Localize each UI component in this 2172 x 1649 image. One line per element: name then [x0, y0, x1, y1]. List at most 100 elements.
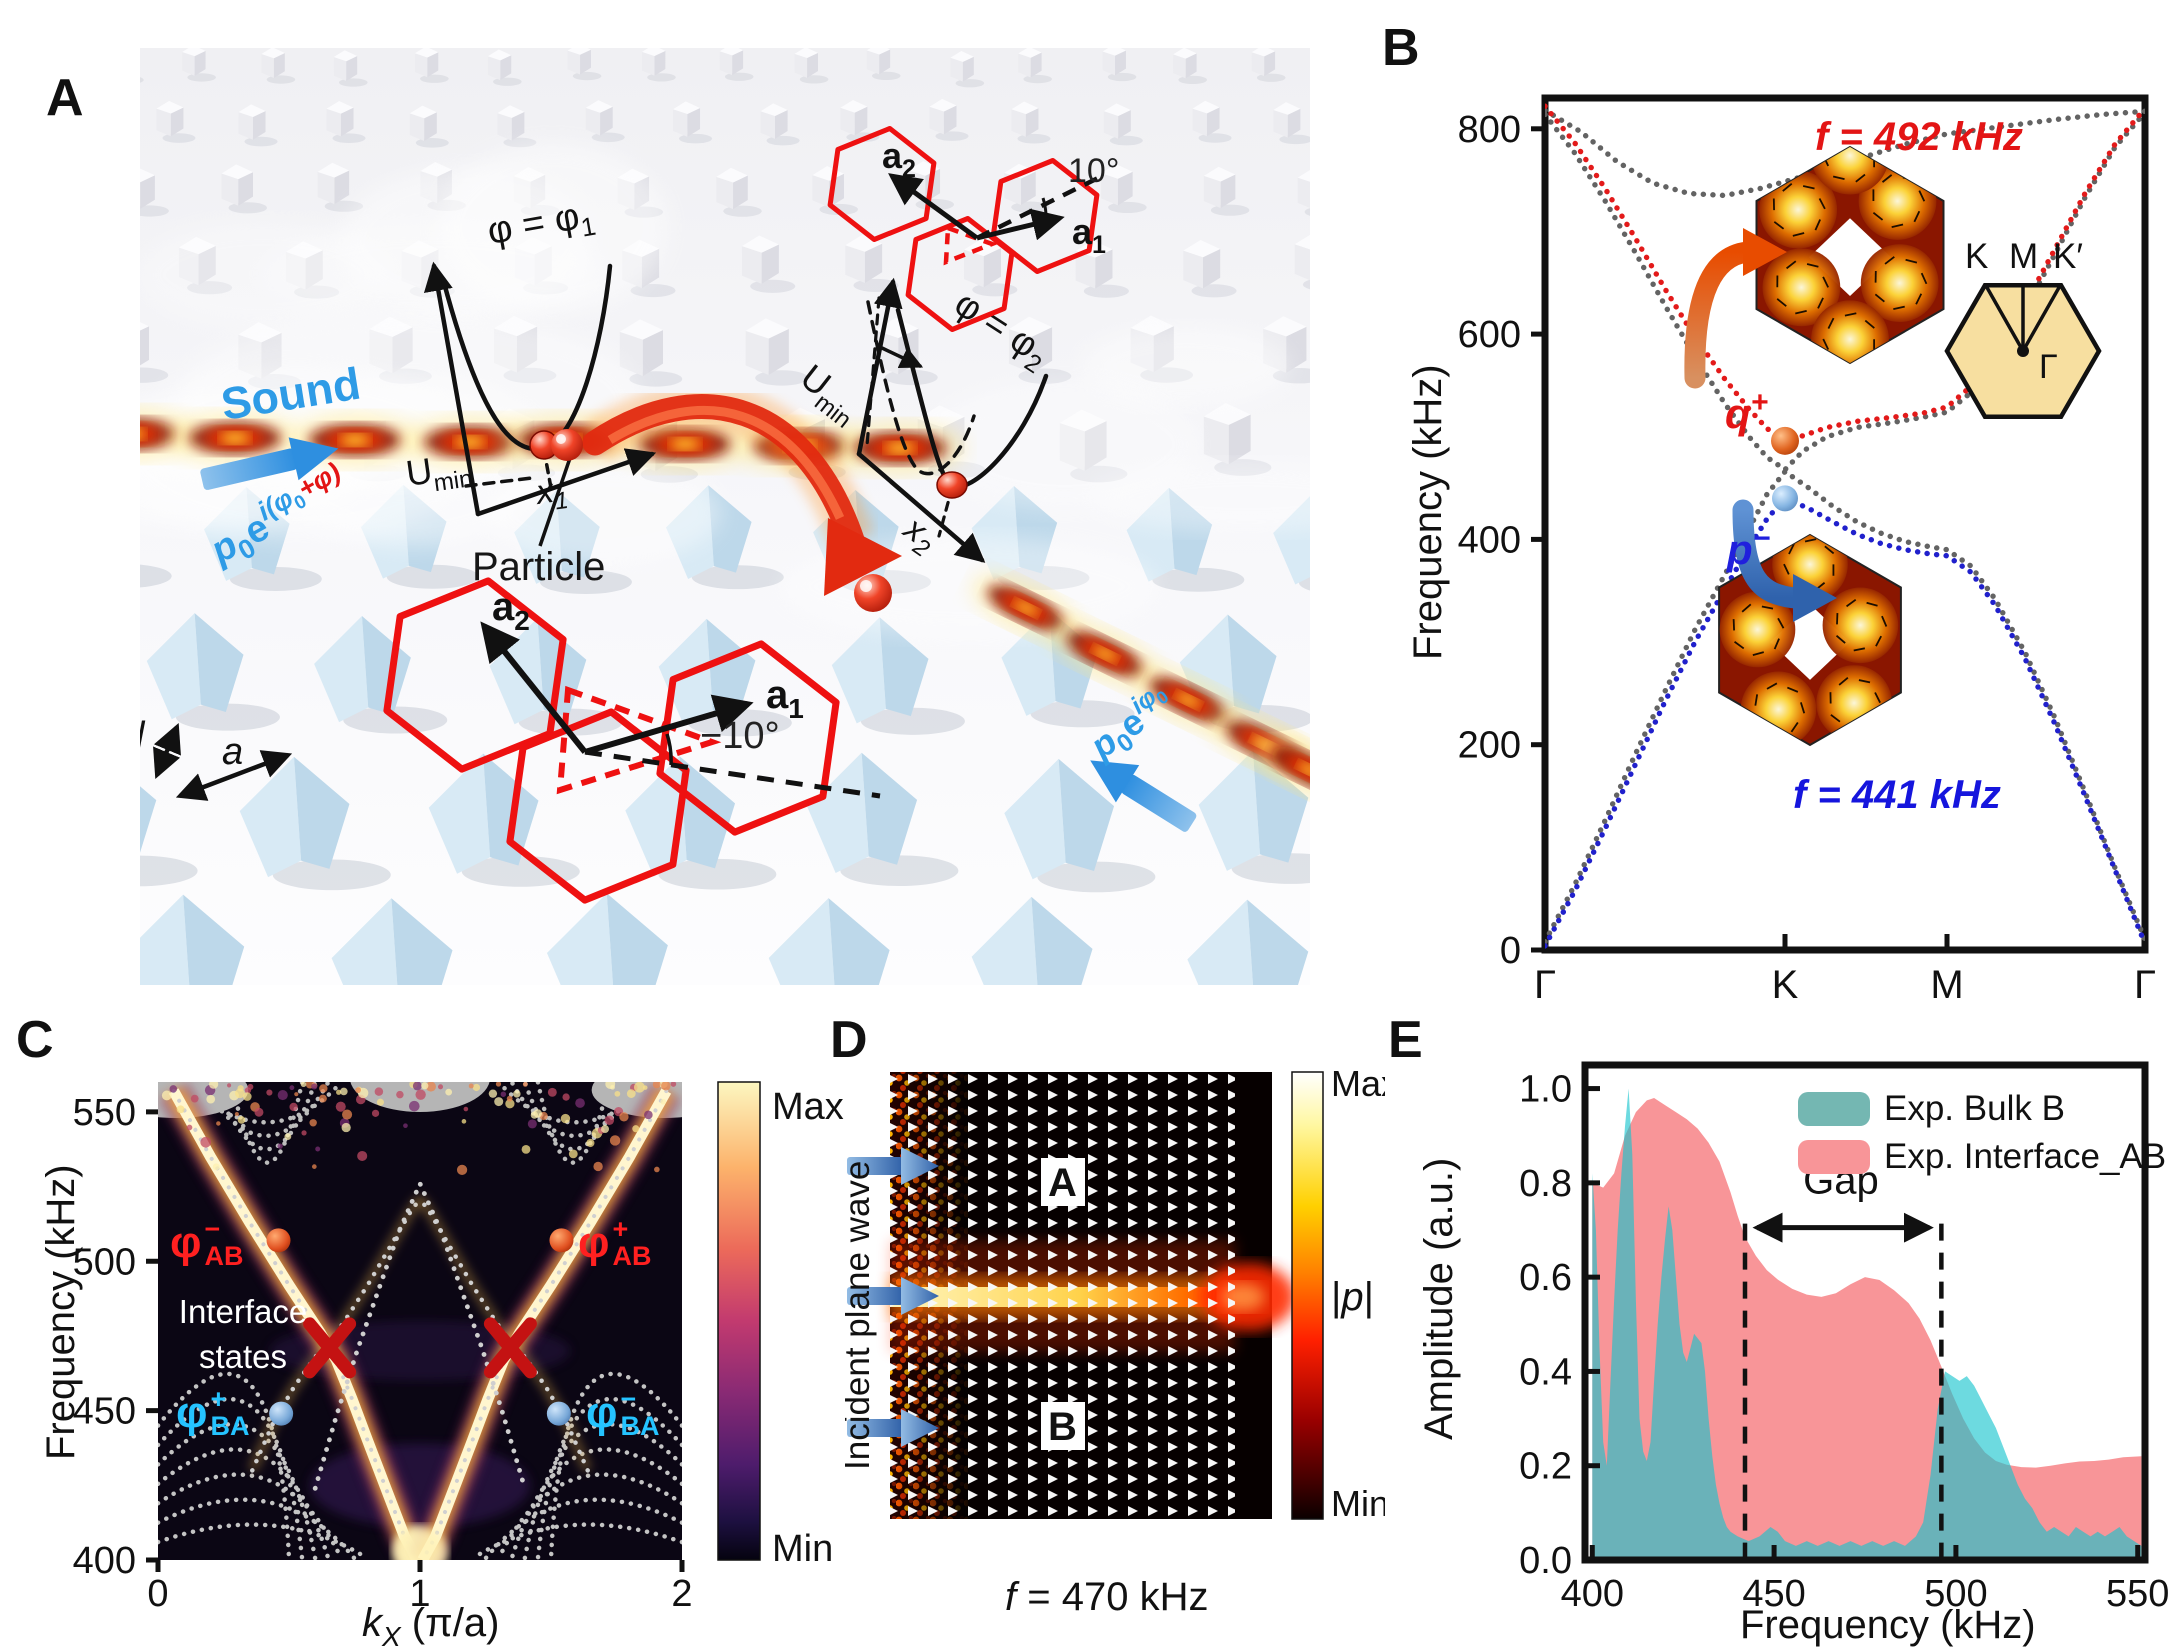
svg-text:0: 0 [147, 1573, 168, 1615]
svg-text:200: 200 [1458, 725, 1521, 767]
particle-transport-arrow [582, 383, 902, 596]
colorbar-p-label: |p| [1331, 1275, 1374, 1319]
outgoing-arrow-icon [1090, 760, 1197, 832]
svg-text:Γ: Γ [1534, 963, 1556, 1007]
svg-text:0.2: 0.2 [1519, 1446, 1572, 1488]
x-axis-label: Frequency (kHz) [1740, 1603, 2036, 1647]
lattice-triangles [890, 1072, 1235, 1519]
panel-c-heatmap: 400 450 500 550 0 1 2 Frequency (kHz) kX (π/a)… [30, 1040, 844, 1649]
brillouin-zone-inset: K M K′ Γ [1944, 237, 2102, 420]
svg-text:2: 2 [671, 1573, 692, 1615]
panel-b-bandstructure: 0 200 400 600 800 Γ K M Γ Frequency (kHz) q+ p− … [1395, 40, 2172, 1025]
colorbar-max-label: Max [772, 1086, 844, 1128]
y-axis-label: Amplitude (a.u.) [1417, 1158, 1461, 1440]
axes: 400 450 500 550 0 1 2 [73, 1092, 693, 1615]
svg-text:a1: a1 [766, 673, 804, 724]
svg-text:500: 500 [73, 1241, 136, 1283]
svg-text:a1: a1 [1072, 211, 1106, 259]
panel-d-fieldmap: A B Incident plane wave Max |p| Min f = … [838, 1040, 1399, 1649]
region-a-label: A [1041, 1158, 1085, 1206]
legend: Exp. Bulk B Exp. Interface_AB [1798, 1089, 2166, 1176]
colorbar [1291, 1071, 1324, 1520]
panel-a-letter: A [46, 69, 84, 127]
svg-text:1: 1 [409, 1573, 430, 1615]
svg-text:a2: a2 [492, 585, 530, 636]
svg-text:0.6: 0.6 [1519, 1257, 1572, 1299]
p-minus-arrow-icon [1732, 499, 1837, 622]
svg-text:B: B [1048, 1405, 1077, 1449]
svg-text:0: 0 [1500, 930, 1521, 972]
dim-l-label: l [140, 715, 146, 757]
svg-text:a2: a2 [882, 135, 916, 183]
incident-arrow-icons [847, 1147, 939, 1447]
p-minus-label: p− [1726, 522, 1770, 573]
svg-text:0.0: 0.0 [1519, 1540, 1572, 1582]
q-plus-marker [1771, 426, 1799, 455]
axes: 0.0 0.2 0.4 0.6 0.8 1.0 400 450 500 550 [1519, 1069, 2169, 1615]
svg-text:400: 400 [73, 1540, 136, 1582]
potential-well-inset-1: φ = φ1 Umin x1 [403, 195, 657, 517]
y-axis-label: Frequency (kHz) [1406, 364, 1450, 660]
svg-text:500: 500 [1924, 1573, 1987, 1615]
panel-c-letter: C [16, 1011, 54, 1069]
svg-text:K: K [1772, 963, 1799, 1007]
legend-bulk-label: Exp. Bulk B [1884, 1089, 2065, 1128]
colorbar [717, 1081, 761, 1561]
svg-text:Γ: Γ [2134, 963, 2156, 1007]
panel-b-letter: B [1382, 19, 1420, 77]
unit-cell-hexagons-top: a2 a1 10° [827, 126, 1119, 332]
interface-heatmap [158, 1082, 682, 1560]
lattice-dimensions: l a [136, 715, 293, 801]
interface-states-label: Interface states [178, 1293, 308, 1375]
svg-text:K: K [1965, 237, 1988, 276]
svg-text:M: M [1930, 963, 1963, 1007]
panel-e-letter: E [1388, 1011, 1423, 1069]
svg-text:550: 550 [2106, 1573, 2169, 1615]
f-lower-label: f = 441 kHz [1793, 773, 2001, 817]
phi-ba-plus-label: φ + BA [176, 1384, 250, 1441]
mode-pattern-inset-492 [1755, 145, 1945, 365]
phi-ba-minus-label: φ − BA [586, 1384, 660, 1441]
phi-ab-minus-label: φ − AB [170, 1214, 244, 1271]
x-axis-label: kX (π/a) [362, 1601, 499, 1649]
sound-heat-stripe [66, 408, 1364, 804]
colorbar-max-label: Max [1331, 1063, 1385, 1104]
angle-minus-10: −10° [700, 715, 780, 757]
plot-frame [1581, 1061, 2149, 1564]
svg-text:Umin: Umin [403, 444, 474, 501]
svg-text:450: 450 [73, 1391, 136, 1433]
svg-text:A: A [1048, 1161, 1077, 1205]
panel-e-spectra: Gap 0.0 0.2 0.4 0.6 0.8 1.0 400 450 500 550 Exp. … [1400, 1040, 2172, 1649]
sound-arrow-icon [200, 437, 339, 490]
p-minus-marker [1772, 485, 1798, 512]
svg-text:400: 400 [1561, 1573, 1624, 1615]
svg-text:M: M [2009, 237, 2038, 276]
svg-text:550: 550 [73, 1092, 136, 1134]
frequency-caption: f = 470 kHz [1005, 1575, 1208, 1619]
angle-plus-10: 10° [1068, 152, 1119, 190]
metamaterial-3d-scene: φ = φ1 Umin x1 φ = φ2 Umin x2 [46, 43, 1403, 1047]
spectra-areas [1592, 1088, 2142, 1560]
svg-text:800: 800 [1458, 109, 1521, 151]
region-b-label: B [1041, 1402, 1085, 1450]
svg-text:1.0: 1.0 [1519, 1069, 1572, 1111]
svg-text:0.8: 0.8 [1519, 1163, 1572, 1205]
y-axis-label: Frequency (kHz) [39, 1164, 83, 1460]
colorbar-min-label: Min [1331, 1483, 1385, 1524]
colorbar-min-label: Min [772, 1528, 834, 1570]
svg-text:450: 450 [1742, 1573, 1805, 1615]
panel-a-scene: φ = φ1 Umin x1 φ = φ2 Umin x2 [46, 43, 1403, 1047]
incident-plane-wave-label: Incident plane wave [845, 1161, 877, 1470]
q-plus-arrow-icon [1684, 228, 1787, 389]
svg-text:Γ: Γ [2039, 348, 2058, 386]
unit-cell-hexagons-bottom: a2 a1 −10° [383, 577, 881, 904]
svg-text:0.4: 0.4 [1519, 1351, 1572, 1393]
phi-ab-plus-label: φ + AB [578, 1214, 652, 1271]
legend-interface-label: Exp. Interface_AB [1884, 1137, 2166, 1176]
dim-a-label: a [222, 731, 243, 773]
f-upper-label: f = 492 kHz [1815, 115, 2023, 159]
q-plus-label: q+ [1725, 386, 1768, 437]
svg-text:400: 400 [1458, 519, 1521, 561]
